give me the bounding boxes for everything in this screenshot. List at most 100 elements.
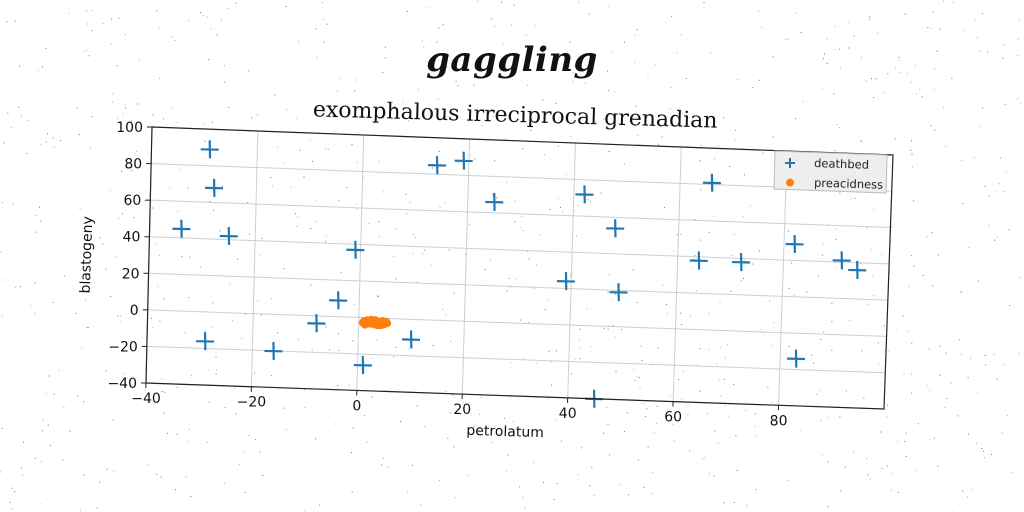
speckle-dot <box>395 278 397 280</box>
speckle-dot <box>603 118 605 120</box>
speckle-dot <box>913 200 915 202</box>
speckle-dot <box>520 227 522 229</box>
speckle-dot <box>285 6 287 7</box>
speckle-dot <box>136 103 138 105</box>
speckle-dot <box>311 349 313 351</box>
speckle-dot <box>796 12 798 14</box>
grid-line-x <box>567 142 576 398</box>
speckle-dot <box>676 52 678 54</box>
speckle-dot <box>220 20 222 21</box>
speckle-dot <box>689 450 691 452</box>
speckle-dot <box>509 285 511 287</box>
speckle-dot <box>608 274 610 276</box>
speckle-dot <box>255 439 257 441</box>
speckle-dot <box>254 372 256 374</box>
speckle-dot <box>853 451 854 453</box>
speckle-dot <box>848 320 850 322</box>
speckle-dot <box>902 315 904 317</box>
speckle-dot <box>315 28 317 30</box>
speckle-dot <box>628 115 629 117</box>
speckle-dot <box>612 325 614 327</box>
speckle-dot <box>680 312 682 314</box>
speckle-dot <box>112 101 114 103</box>
speckle-dot <box>845 390 847 392</box>
speckle-dot <box>1005 171 1007 173</box>
y-tick-label: 40 <box>123 230 141 246</box>
speckle-dot <box>1008 229 1010 231</box>
speckle-dot <box>974 19 976 21</box>
speckle-dot <box>967 496 969 498</box>
speckle-dot <box>961 160 963 162</box>
speckle-dot <box>833 93 835 95</box>
speckle-dot <box>412 465 413 466</box>
speckle-dot <box>238 464 240 466</box>
y-tick-label: 80 <box>124 157 142 173</box>
speckle-dot <box>551 384 553 386</box>
data-point-deathbed <box>329 291 348 310</box>
speckle-dot <box>286 109 288 111</box>
speckle-dot <box>494 25 496 27</box>
speckle-dot <box>102 22 104 24</box>
speckle-dot <box>26 153 28 154</box>
speckle-dot <box>227 8 229 10</box>
speckle-dot <box>1 315 3 317</box>
speckle-dot <box>422 253 424 255</box>
speckle-dot <box>570 275 572 277</box>
speckle-dot <box>1005 103 1007 105</box>
speckle-dot <box>176 386 178 388</box>
speckle-dot <box>635 105 637 107</box>
speckle-dot <box>577 205 579 207</box>
speckle-dot <box>479 413 481 415</box>
speckle-dot <box>528 258 530 260</box>
speckle-dot <box>512 421 514 423</box>
speckle-dot <box>551 64 553 66</box>
speckle-dot <box>623 41 625 43</box>
speckle-dot <box>1011 472 1013 474</box>
speckle-dot <box>503 43 505 45</box>
speckle-dot <box>477 0 479 2</box>
speckle-dot <box>895 329 897 331</box>
speckle-dot <box>729 166 731 168</box>
speckle-dot <box>680 233 682 235</box>
speckle-dot <box>490 108 492 110</box>
speckle-dot <box>539 234 541 236</box>
speckle-dot <box>210 28 212 30</box>
speckle-dot <box>30 305 32 307</box>
data-marks <box>172 140 867 408</box>
speckle-dot <box>681 324 683 325</box>
speckle-dot <box>340 78 342 80</box>
speckle-dot <box>993 354 995 355</box>
speckle-dot <box>47 424 49 426</box>
speckle-dot <box>933 88 935 90</box>
speckle-dot <box>228 107 230 108</box>
speckle-dot <box>873 208 875 210</box>
speckle-dot <box>681 398 682 400</box>
speckle-dot <box>113 470 114 472</box>
speckle-dot <box>682 370 684 372</box>
speckle-dot <box>848 47 850 49</box>
speckle-dot <box>897 491 899 493</box>
speckle-dot <box>261 237 263 239</box>
speckle-dot <box>542 99 544 101</box>
speckle-dot <box>984 185 986 187</box>
speckle-dot <box>337 385 339 387</box>
speckle-dot <box>190 374 192 376</box>
speckle-dot <box>910 81 912 83</box>
speckle-dot <box>156 10 158 12</box>
speckle-dot <box>608 5 610 7</box>
speckle-dot <box>647 73 649 75</box>
speckle-dot <box>381 464 382 466</box>
speckle-dot <box>406 11 408 12</box>
speckle-dot <box>378 221 380 223</box>
speckle-dot <box>200 266 201 268</box>
speckle-dot <box>589 57 591 58</box>
speckle-dot <box>886 465 888 467</box>
speckle-dot <box>733 384 735 386</box>
speckle-dot <box>371 396 373 398</box>
speckle-dot <box>45 141 47 143</box>
speckle-dot <box>945 146 947 147</box>
speckle-dot <box>848 21 850 23</box>
y-tick-label: 100 <box>116 120 143 136</box>
speckle-dot <box>603 327 605 329</box>
